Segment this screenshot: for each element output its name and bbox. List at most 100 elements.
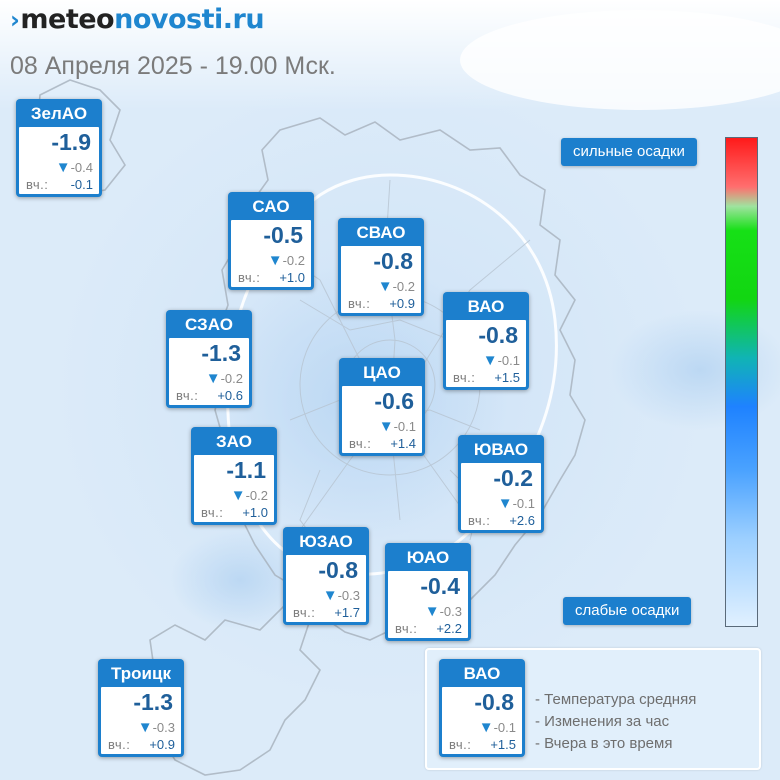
precipitation-scale-bar	[725, 137, 758, 627]
hourly-change-value: -0.1	[497, 353, 520, 368]
district-values: -0.4 ▼-0.3 вч.: +2.2	[388, 571, 468, 638]
yesterday-label: вч.:	[349, 436, 372, 451]
down-triangle-icon: ▼	[55, 159, 71, 176]
district-name: ВАО	[467, 297, 505, 316]
yesterday-label: вч.:	[26, 177, 49, 192]
yesterday-value: +1.0	[242, 505, 268, 520]
district-card-tsao: ЦАО -0.6 ▼-0.1 вч.: +1.4	[339, 358, 425, 456]
yesterday-value: +1.0	[279, 270, 305, 285]
hourly-change: ▼-0.4	[56, 159, 93, 176]
scale-label-light: слабые осадки	[563, 597, 692, 625]
district-card-sao: САО -0.5 ▼-0.2 вч.: +1.0	[228, 192, 314, 290]
yesterday-row: вч.: +0.9	[348, 296, 415, 311]
logo-text-meteo: meteo	[20, 4, 115, 35]
temperature-value: -1.3	[133, 689, 173, 715]
yesterday-value: +0.9	[149, 737, 175, 752]
temperature-value: -0.4	[420, 573, 460, 599]
district-values: -0.6 ▼-0.1 вч.: +1.4	[342, 386, 422, 453]
hourly-change-value: -0.1	[512, 496, 535, 511]
hourly-change: ▼-0.2	[206, 370, 243, 387]
district-values: -0.8 ▼-0.2 вч.: +0.9	[341, 246, 421, 313]
district-card-szao: СЗАО -1.3 ▼-0.2 вч.: +0.6	[166, 310, 252, 408]
district-name: ЮЗАО	[299, 532, 353, 551]
down-triangle-icon: ▼	[478, 719, 494, 736]
district-name: Троицк	[111, 664, 171, 683]
hourly-change: ▼-0.3	[323, 587, 360, 604]
hourly-change-value: -0.2	[220, 371, 243, 386]
district-card-yuao: ЮАО -0.4 ▼-0.3 вч.: +2.2	[385, 543, 471, 641]
temperature-value: -0.8	[478, 322, 518, 348]
district-values: -0.8 ▼-0.3 вч.: +1.7	[286, 555, 366, 622]
yesterday-row: вч.: +1.0	[238, 270, 305, 285]
yesterday-label: вч.:	[108, 737, 131, 752]
legend-line-hourly-change: - Изменения за час	[535, 713, 670, 730]
district-values: -1.9 ▼-0.4 вч.: -0.1	[19, 127, 99, 194]
hourly-change: ▼-0.1	[379, 418, 416, 435]
district-card-yuvao: ЮВАО -0.2 ▼-0.1 вч.: +2.6	[458, 435, 544, 533]
hourly-change-value: -0.1	[393, 419, 416, 434]
down-triangle-icon: ▼	[205, 370, 221, 387]
legend-line-average-temp: - Температура средняя	[535, 691, 697, 708]
hourly-change-value: -0.3	[337, 588, 360, 603]
yesterday-value: +0.6	[217, 388, 243, 403]
legend-panel: ВАО -0.8 ▼-0.1 вч.: +1.5 - Температура ср…	[425, 648, 761, 770]
down-triangle-icon: ▼	[497, 495, 513, 512]
temperature-value: -0.2	[493, 465, 533, 491]
yesterday-value: +1.5	[490, 737, 516, 752]
district-values: -1.1 ▼-0.2 вч.: +1.0	[194, 455, 274, 522]
yesterday-row: вч.: +1.5	[453, 370, 520, 385]
down-triangle-icon: ▼	[378, 418, 394, 435]
district-card-zao: ЗАО -1.1 ▼-0.2 вч.: +1.0	[191, 427, 277, 525]
hourly-change-value: -0.3	[439, 604, 462, 619]
district-name: СЗАО	[185, 315, 233, 334]
district-name: ЗелАО	[30, 104, 88, 123]
yesterday-value: +1.4	[390, 436, 416, 451]
yesterday-value: +1.7	[334, 605, 360, 620]
district-name: ЦАО	[363, 363, 401, 382]
yesterday-label: вч.:	[201, 505, 224, 520]
temperature-value: -1.9	[51, 129, 91, 155]
hourly-change-value: -0.3	[152, 720, 175, 735]
yesterday-label: вч.:	[453, 370, 476, 385]
district-name: ВАО	[463, 664, 501, 683]
logo-mark: ›	[10, 6, 20, 34]
hourly-change-value: -0.2	[245, 488, 268, 503]
yesterday-row: вч.: +1.0	[201, 505, 268, 520]
legend-sample-card: ВАО -0.8 ▼-0.1 вч.: +1.5	[439, 659, 525, 757]
district-name: СВАО	[356, 223, 406, 242]
hourly-change: ▼-0.1	[479, 719, 516, 736]
hourly-change: ▼-0.2	[378, 278, 415, 295]
hourly-change: ▼-0.1	[483, 352, 520, 369]
yesterday-row: вч.: +0.6	[176, 388, 243, 403]
district-name: ЮАО	[406, 548, 450, 567]
temperature-value: -1.1	[226, 457, 266, 483]
district-card-svao: СВАО -0.8 ▼-0.2 вч.: +0.9	[338, 218, 424, 316]
site-logo[interactable]: ›meteonovosti.ru	[10, 4, 265, 35]
yesterday-row: вч.: +2.6	[468, 513, 535, 528]
temperature-value: -0.8	[318, 557, 358, 583]
temperature-value: -0.6	[374, 388, 414, 414]
hourly-change: ▼-0.3	[425, 603, 462, 620]
hourly-change-value: -0.1	[493, 720, 516, 735]
yesterday-value: -0.1	[70, 177, 93, 192]
yesterday-label: вч.:	[395, 621, 418, 636]
down-triangle-icon: ▼	[424, 603, 440, 620]
district-values: -1.3 ▼-0.3 вч.: +0.9	[101, 687, 181, 754]
temperature-value: -0.8	[474, 689, 514, 715]
down-triangle-icon: ▼	[267, 252, 283, 269]
scale-label-heavy: сильные осадки	[561, 138, 697, 166]
yesterday-label: вч.:	[293, 605, 316, 620]
hourly-change-value: -0.2	[282, 253, 305, 268]
district-values: -1.3 ▼-0.2 вч.: +0.6	[169, 338, 249, 405]
district-card-zelao: ЗелАО -1.9 ▼-0.4 вч.: -0.1	[16, 99, 102, 197]
hourly-change: ▼-0.2	[231, 487, 268, 504]
temperature-value: -0.5	[263, 222, 303, 248]
yesterday-label: вч.:	[238, 270, 261, 285]
yesterday-row: вч.: +2.2	[395, 621, 462, 636]
district-name: САО	[252, 197, 290, 216]
district-values: -0.8 ▼-0.1 вч.: +1.5	[442, 687, 522, 754]
down-triangle-icon: ▼	[377, 278, 393, 295]
yesterday-row: вч.: +0.9	[108, 737, 175, 752]
hourly-change: ▼-0.3	[138, 719, 175, 736]
yesterday-label: вч.:	[449, 737, 472, 752]
